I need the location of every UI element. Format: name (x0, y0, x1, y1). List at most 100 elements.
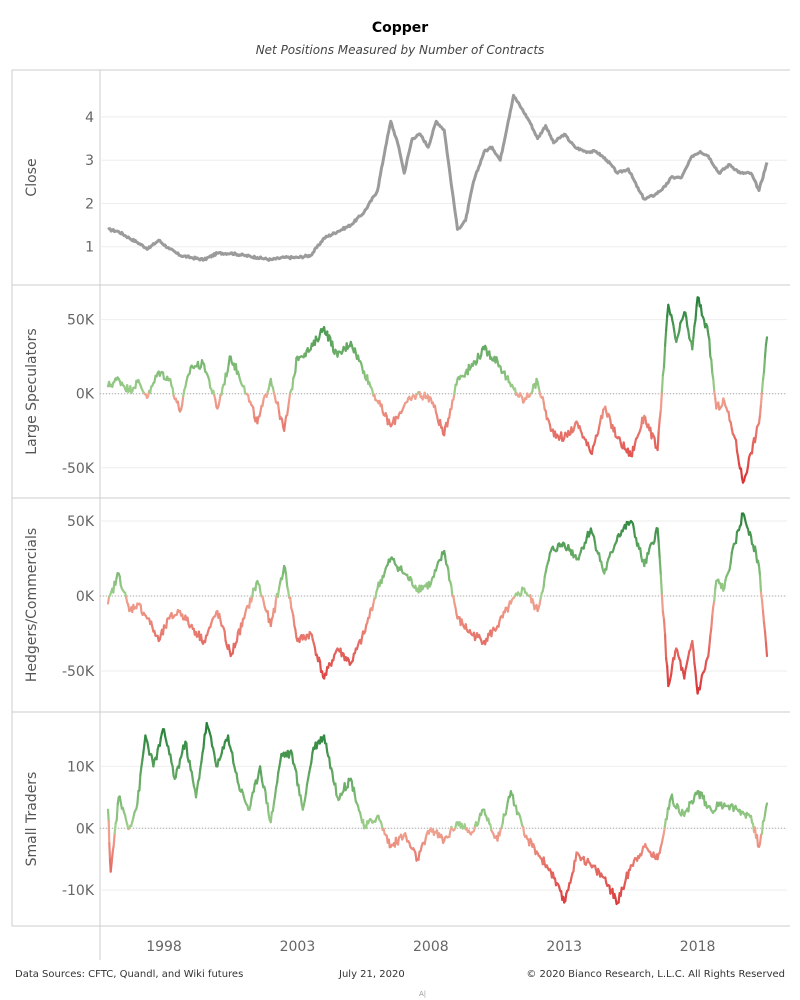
series-segment (761, 370, 766, 381)
series-segment (363, 370, 367, 380)
series-segment (264, 789, 268, 805)
series-segment (108, 842, 112, 861)
series-segment (666, 665, 670, 688)
series-line-hedgers-commercials (106, 512, 769, 695)
series-segment (200, 751, 204, 764)
series-segment (694, 670, 698, 686)
series-segment (760, 820, 765, 835)
series-segment (273, 598, 277, 614)
series-segment (711, 605, 715, 617)
series-segment (762, 355, 767, 373)
series-segment (433, 404, 438, 414)
series-segment (653, 436, 657, 449)
series-segment (328, 756, 332, 770)
series-segment (176, 400, 181, 411)
series-segment (759, 591, 764, 602)
series-segment (667, 799, 672, 811)
series-segment (162, 728, 167, 738)
series-segment (393, 415, 397, 426)
series-segment (209, 736, 214, 748)
series-segment (572, 859, 576, 873)
series-segment (138, 773, 142, 792)
series-segment (288, 391, 292, 401)
series-segment (531, 383, 535, 393)
panel-small-traders: -10K 0K 10K Small Traders (12, 721, 790, 927)
series-segment (443, 425, 447, 437)
y-tick-label: 50K (67, 313, 95, 329)
series-segment (734, 439, 739, 453)
series-segment (351, 652, 355, 662)
y-tick-label: 2 (85, 196, 94, 212)
series-segment (601, 408, 605, 420)
series-segment (639, 546, 643, 558)
series-segment (758, 403, 763, 417)
series-segment (235, 772, 239, 784)
series-segment (663, 818, 667, 829)
series-segment (712, 378, 716, 393)
series-segment (501, 813, 505, 825)
series-segment (318, 660, 323, 674)
series-segment (739, 512, 744, 526)
x-tick-label: 1998 (146, 939, 182, 955)
series-segment (258, 584, 262, 594)
series-segment (657, 418, 661, 433)
series-segment (758, 574, 763, 594)
series-segment (254, 581, 258, 592)
series-segment (155, 748, 159, 761)
series-segment (283, 422, 287, 432)
series-segment (171, 386, 175, 397)
series-segment (739, 467, 744, 479)
series-segment (714, 579, 718, 590)
series-segment (542, 575, 546, 588)
series-segment (371, 602, 375, 612)
series-segment (325, 742, 329, 754)
y-tick-label: 3 (85, 153, 94, 169)
series-segment (761, 609, 766, 624)
series-segment (252, 406, 256, 419)
series-segment (759, 390, 764, 406)
series-segment (417, 850, 421, 861)
series-segment (292, 614, 296, 627)
series-segment (439, 418, 443, 429)
series-segment (203, 363, 207, 373)
series-segment (280, 418, 285, 428)
y-tick-label: 0K (76, 387, 95, 403)
series-segment (710, 358, 714, 374)
series-segment (190, 770, 194, 781)
series-segment (672, 323, 676, 333)
y-tick-label: 0K (76, 589, 95, 605)
series-segment (511, 793, 516, 807)
series-segment (112, 831, 116, 847)
series-segment (708, 634, 712, 648)
series-segment (662, 344, 667, 368)
series-segment (185, 741, 189, 758)
series-segment (757, 564, 762, 577)
series-segment (593, 541, 598, 552)
panel-close: 1 2 3 4 Close (12, 93, 790, 286)
series-segment (269, 617, 273, 628)
series-segment (448, 408, 452, 419)
series-segment (624, 520, 628, 530)
series-segment (692, 649, 696, 665)
series-segment (663, 634, 668, 660)
series-segment (695, 296, 699, 307)
series-segment (757, 414, 762, 425)
series-segment (199, 633, 204, 644)
series-segment (323, 734, 327, 745)
y-tick-label: 10K (67, 759, 95, 775)
series-segment (763, 343, 768, 359)
series-line-small-traders (106, 721, 769, 906)
series-segment (446, 417, 450, 428)
series-segment (691, 639, 695, 652)
series-segment (313, 646, 317, 657)
series-segment (218, 393, 222, 403)
series-segment (276, 401, 281, 413)
series-segment (276, 771, 280, 784)
series-segment (289, 596, 293, 610)
series-segment (653, 531, 657, 543)
series-segment (450, 585, 454, 598)
y-tick-label: -10K (62, 883, 95, 899)
series-segment (271, 801, 276, 813)
panel-hedgers-commercials: -50K 0K 50K Hedgers/Commercials (12, 512, 790, 713)
